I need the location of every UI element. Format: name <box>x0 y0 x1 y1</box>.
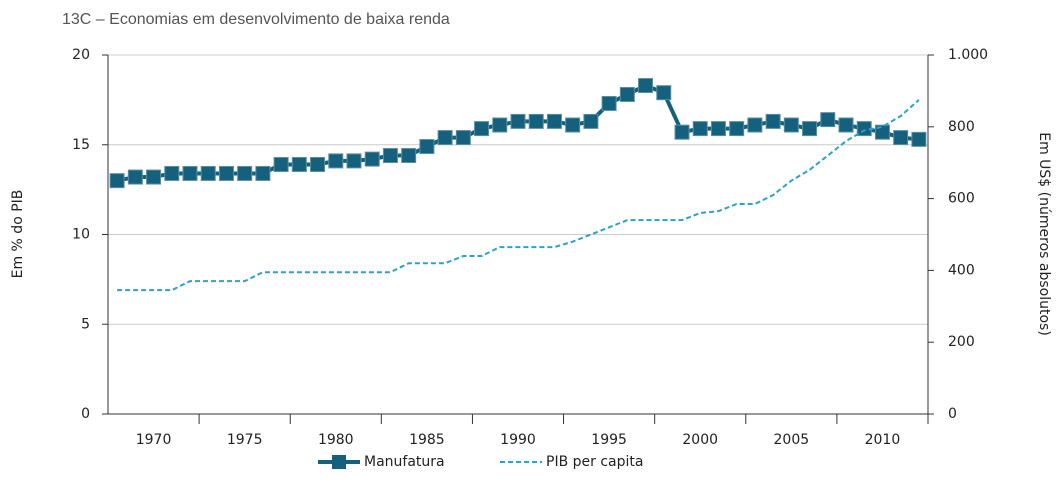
marker <box>273 156 289 172</box>
marker <box>911 131 927 147</box>
x-tick-label: 1980 <box>318 432 354 448</box>
marker <box>382 148 398 164</box>
y-tick-label: 15 <box>72 137 90 153</box>
marker <box>638 78 654 94</box>
marker <box>492 117 508 133</box>
marker <box>729 121 745 137</box>
y2-tick-label: 200 <box>948 334 975 350</box>
y-tick-label: 0 <box>81 406 90 422</box>
y-tick-label: 5 <box>81 316 90 332</box>
y-axis-label: Em % do PIB <box>10 190 26 279</box>
x-tick-label: 1985 <box>409 432 445 448</box>
marker <box>146 169 162 185</box>
marker <box>346 153 362 169</box>
marker <box>710 121 726 137</box>
x-tick-label: 2010 <box>865 432 901 448</box>
y2-tick-label: 800 <box>948 119 975 135</box>
marker <box>656 85 672 101</box>
x-tick-label: 1975 <box>227 432 263 448</box>
y2-tick-label: 400 <box>948 262 975 278</box>
marker <box>200 165 216 181</box>
y2-tick-label: 1.000 <box>948 47 988 63</box>
marker <box>127 169 143 185</box>
marker <box>237 165 253 181</box>
marker <box>565 117 581 133</box>
marker <box>455 130 471 146</box>
y2-axis-label: Em US$ (números absolutos) <box>1036 132 1052 336</box>
x-tick-label: 1995 <box>591 432 627 448</box>
marker <box>546 113 562 129</box>
marker <box>328 153 344 169</box>
marker <box>291 156 307 172</box>
marker <box>893 130 909 146</box>
marker <box>528 113 544 129</box>
y-tick-label: 20 <box>72 47 90 63</box>
y2-tick-label: 600 <box>948 191 975 207</box>
marker <box>401 148 417 164</box>
marker <box>820 112 836 128</box>
marker <box>692 121 708 137</box>
x-tick-label: 2005 <box>774 432 810 448</box>
x-tick-label: 2000 <box>682 432 718 448</box>
marker <box>419 139 435 155</box>
marker <box>674 124 690 140</box>
marker <box>601 95 617 111</box>
marker <box>437 130 453 146</box>
marker <box>802 121 818 137</box>
marker <box>474 121 490 137</box>
marker <box>182 165 198 181</box>
marker <box>747 117 763 133</box>
marker <box>218 165 234 181</box>
y-tick-label: 10 <box>72 227 90 243</box>
marker <box>510 113 526 129</box>
marker <box>364 151 380 167</box>
chart-title: 13C – Economias em desenvolvimento de ba… <box>62 11 450 28</box>
marker <box>255 165 271 181</box>
legend-label: Manufatura <box>364 454 445 470</box>
marker <box>583 113 599 129</box>
marker <box>109 173 125 189</box>
legend-marker <box>332 455 346 469</box>
marker <box>874 124 890 140</box>
x-tick-label: 1990 <box>500 432 536 448</box>
x-tick-label: 1970 <box>136 432 172 448</box>
marker <box>619 86 635 102</box>
legend-label: PIB per capita <box>546 454 643 470</box>
marker <box>783 117 799 133</box>
marker <box>164 165 180 181</box>
marker <box>838 117 854 133</box>
marker <box>765 113 781 129</box>
series-line <box>117 99 920 292</box>
marker <box>310 156 326 172</box>
y2-tick-label: 0 <box>948 406 957 422</box>
